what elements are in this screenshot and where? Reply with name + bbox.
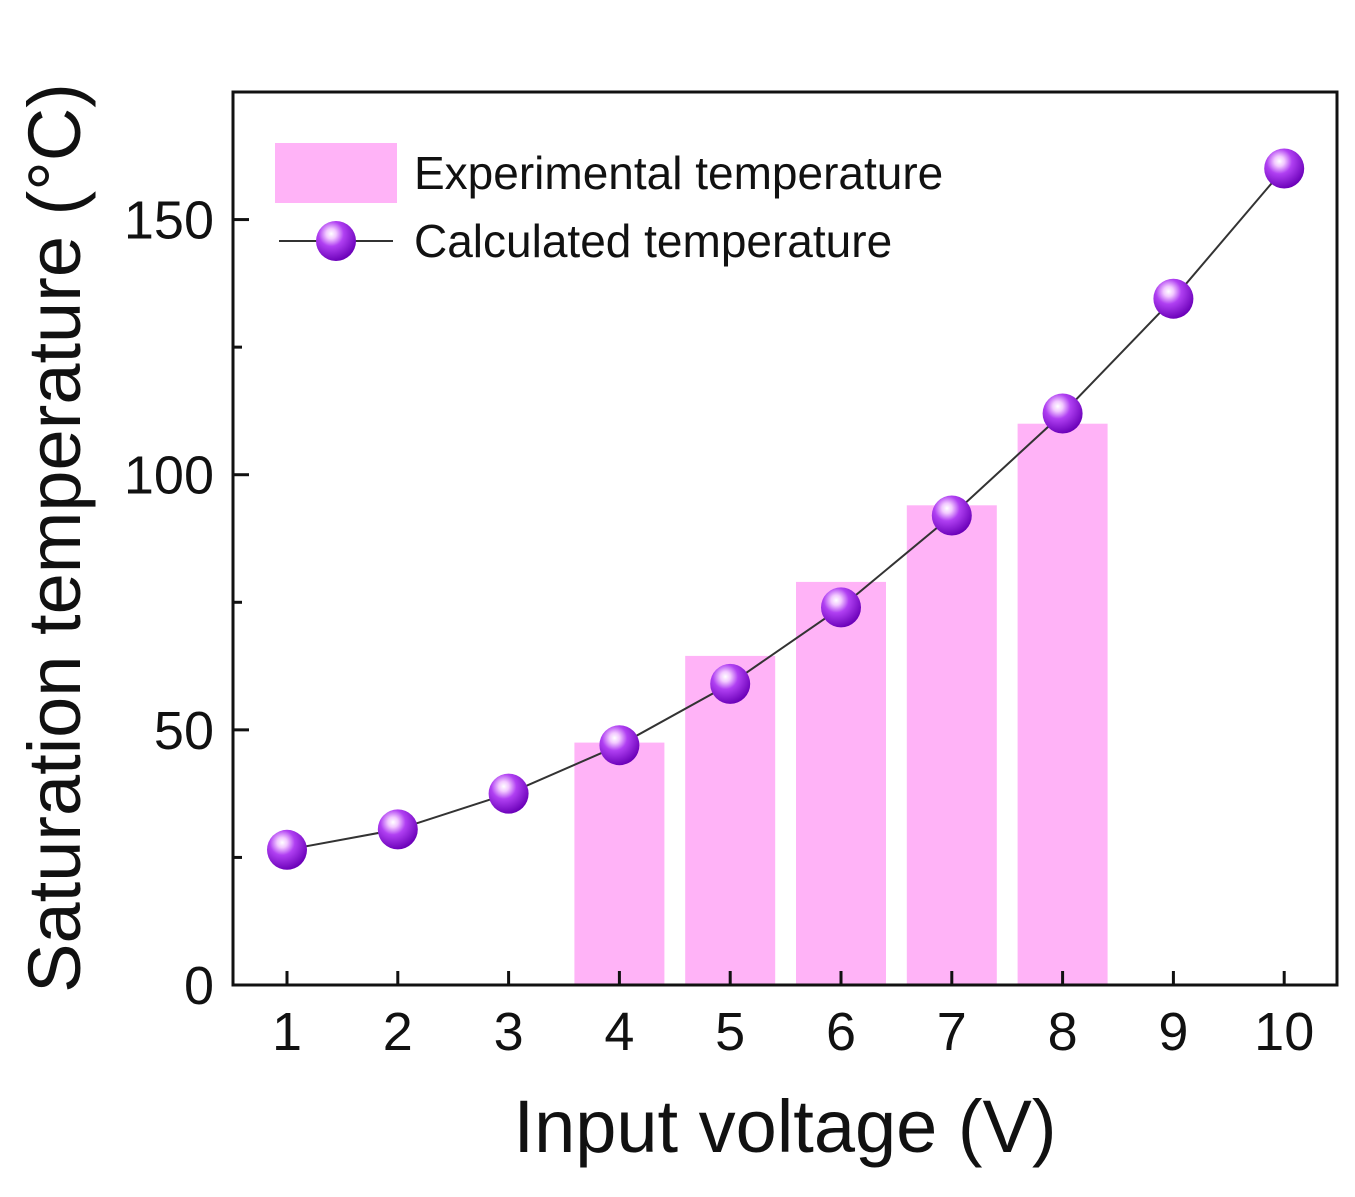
x-tick-label-7: 7	[937, 1002, 967, 1062]
legend-swatch-experimental	[275, 143, 397, 203]
marker-calculated-1v	[267, 829, 307, 870]
bar-experimental-7v	[906, 505, 997, 985]
x-tick-label-9: 9	[1158, 1002, 1188, 1062]
x-tick-label-2: 2	[383, 1002, 413, 1062]
marker-calculated-2v	[377, 809, 418, 850]
y-axis-ticks: 0 50 100 150	[124, 191, 249, 1016]
marker-calculated-10v	[1264, 148, 1305, 189]
x-axis-ticks: 1 2 3 4 5 6 7 8 9 10	[272, 971, 1314, 1062]
y-tick-label-100: 100	[124, 446, 214, 506]
marker-calculated-9v	[1153, 278, 1194, 319]
y-tick-label-150: 150	[124, 191, 214, 251]
legend: Experimental temperature Calculated temp…	[275, 143, 943, 267]
x-tick-label-10: 10	[1254, 1002, 1314, 1062]
x-tick-label-1: 1	[272, 1002, 302, 1062]
marker-calculated-7v	[931, 495, 972, 536]
legend-label-experimental: Experimental temperature	[414, 147, 943, 199]
marker-calculated-6v	[821, 587, 861, 628]
bar-experimental-5v	[685, 655, 776, 985]
bar-experimental-6v	[796, 581, 886, 985]
bar-experimental-4v	[574, 742, 665, 985]
legend-marker-calculated	[316, 221, 356, 261]
y-tick-label-0: 0	[184, 956, 214, 1016]
y-tick-label-50: 50	[154, 701, 214, 761]
bar-experimental-8v	[1017, 423, 1108, 985]
calculated-line	[286, 167, 1285, 851]
legend-label-calculated: Calculated temperature	[414, 215, 892, 267]
marker-calculated-8v	[1042, 393, 1083, 434]
plot-frame	[231, 90, 1339, 987]
x-tick-label-5: 5	[715, 1002, 745, 1062]
marker-calculated-5v	[710, 663, 751, 704]
experimental-bars	[574, 423, 1108, 985]
x-tick-label-4: 4	[604, 1002, 634, 1062]
y-axis-title: Saturation temperature (°C)	[13, 83, 96, 993]
x-axis-title: Input voltage (V)	[514, 1085, 1057, 1168]
calculated-markers	[267, 148, 1305, 870]
x-tick-label-8: 8	[1048, 1002, 1078, 1062]
marker-calculated-4v	[599, 725, 640, 766]
calculated-line-group	[286, 167, 1285, 851]
x-tick-label-6: 6	[826, 1002, 856, 1062]
marker-calculated-3v	[488, 773, 529, 814]
x-tick-label-3: 3	[494, 1002, 524, 1062]
